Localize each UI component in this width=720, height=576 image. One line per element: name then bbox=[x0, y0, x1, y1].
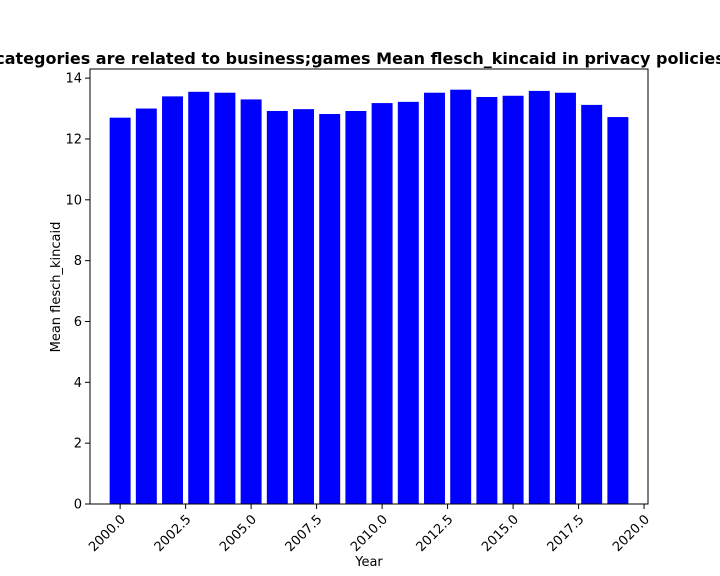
bar-2013 bbox=[450, 89, 472, 505]
x-tick-label: 2012.5 bbox=[414, 512, 457, 555]
bar-2018 bbox=[581, 104, 603, 504]
y-tick-label: 10 bbox=[65, 193, 82, 208]
y-tick-label: 12 bbox=[65, 132, 82, 147]
y-tick-label: 14 bbox=[65, 72, 82, 87]
plot-frame bbox=[89, 68, 649, 505]
bar-2008 bbox=[319, 114, 341, 504]
bar-2016 bbox=[528, 90, 550, 504]
y-axis-label: Mean flesch_kincaid bbox=[49, 222, 64, 353]
x-tick-label: 2010.0 bbox=[348, 512, 391, 555]
bar-2001 bbox=[135, 108, 157, 504]
bar-2017 bbox=[555, 92, 576, 505]
y-tick-label: 4 bbox=[74, 376, 82, 391]
bar-2006 bbox=[266, 110, 288, 505]
bar-2000 bbox=[109, 117, 131, 504]
bar-2012 bbox=[424, 92, 445, 505]
x-tick-label: 2007.5 bbox=[283, 512, 326, 555]
bar-2003 bbox=[188, 91, 210, 504]
chart-title: categories are related to business;games… bbox=[0, 49, 720, 68]
bar-2002 bbox=[162, 96, 183, 504]
bar-2004 bbox=[214, 92, 236, 505]
y-tick-label: 0 bbox=[74, 498, 82, 513]
bar-2019 bbox=[607, 117, 629, 505]
bar-2011 bbox=[397, 101, 419, 504]
bars-group bbox=[109, 89, 629, 505]
y-tick-label: 2 bbox=[74, 437, 82, 452]
x-tick-label: 2005.0 bbox=[217, 512, 260, 555]
x-axis: 2000.0 2002.5 2005.0 2007.5 2010.0 2012.5 2015… bbox=[86, 504, 653, 555]
x-axis-label: Year bbox=[354, 555, 383, 570]
bar-2015 bbox=[502, 95, 524, 505]
x-tick-label: 2002.5 bbox=[152, 512, 195, 555]
y-axis: 0 2 4 6 8 10 12 14 bbox=[65, 72, 90, 513]
x-tick-label: 2015.0 bbox=[479, 512, 522, 555]
x-tick-label: 2000.0 bbox=[86, 512, 129, 555]
bar-2014 bbox=[476, 96, 498, 504]
x-tick-label: 2017.5 bbox=[545, 512, 588, 555]
bar-2005 bbox=[240, 99, 262, 504]
x-tick-label: 2020.0 bbox=[610, 512, 653, 555]
bar-2007 bbox=[293, 109, 314, 505]
bar-2009 bbox=[345, 110, 367, 505]
y-tick-label: 6 bbox=[74, 315, 82, 330]
y-tick-label: 8 bbox=[74, 254, 82, 269]
bar-2010 bbox=[371, 103, 393, 504]
